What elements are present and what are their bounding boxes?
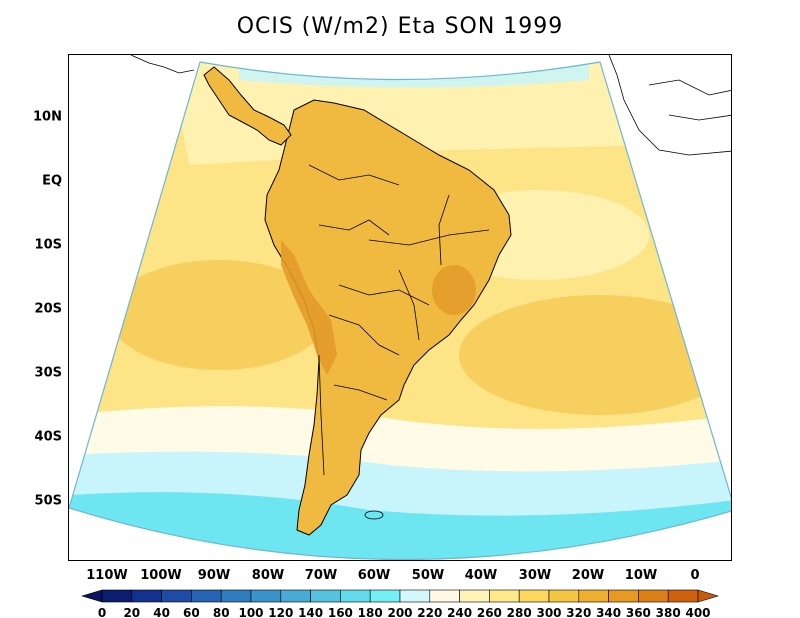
lon-label-40w: 40W bbox=[464, 568, 498, 583]
colorbar-swatch bbox=[548, 589, 580, 603]
colorbar-level-label: 40 bbox=[153, 606, 170, 618]
colorbar-level-label: 20 bbox=[123, 606, 140, 618]
colorbar-level-label: 120 bbox=[268, 606, 293, 618]
domain-border bbox=[69, 61, 731, 560]
colorbar-swatch bbox=[101, 589, 133, 603]
colorbar-swatch bbox=[131, 589, 162, 603]
brazil-highlands-dark-region bbox=[432, 265, 476, 315]
colorbar: 0 20 40 60 80 100 120 140 160 180 200 220 240 260 280 3… bbox=[80, 589, 720, 618]
colorbar-level-label: 220 bbox=[417, 606, 442, 618]
map-title: OCIS (W/m2) Eta SON 1999 bbox=[236, 14, 564, 39]
lat-label-10n: 10N bbox=[33, 109, 62, 125]
colorbar-right-arrow bbox=[697, 589, 720, 603]
lon-label-60w: 60W bbox=[357, 568, 391, 583]
lat-label-50s: 50S bbox=[34, 493, 62, 509]
colorbar-swatch bbox=[369, 589, 401, 603]
colorbar-level-label: 140 bbox=[298, 606, 323, 618]
colorbar-swatch bbox=[191, 589, 222, 603]
map-canvas bbox=[69, 55, 731, 560]
pacific-orange-patch bbox=[109, 260, 329, 370]
lon-label-10w: 10W bbox=[624, 568, 658, 583]
lon-label-70w: 70W bbox=[304, 568, 338, 583]
colorbar-swatch bbox=[399, 589, 431, 603]
colorbar-level-label: 260 bbox=[477, 606, 502, 618]
lon-label-30w: 30W bbox=[518, 568, 552, 583]
colorbar-level-label: 300 bbox=[536, 606, 561, 618]
colorbar-level-label: 60 bbox=[183, 606, 200, 618]
lat-label-40s: 40S bbox=[34, 429, 62, 445]
map-frame bbox=[68, 54, 732, 561]
colorbar-level-label: 240 bbox=[447, 606, 472, 618]
colorbar-swatch bbox=[667, 589, 699, 603]
lon-label-110w: 110W bbox=[86, 568, 128, 583]
colorbar-swatch bbox=[250, 589, 282, 603]
colorbar-swatch bbox=[340, 589, 371, 603]
lat-label-20s: 20S bbox=[34, 301, 62, 317]
colorbar-level-label: 340 bbox=[596, 606, 621, 618]
colorbar-level-label: 400 bbox=[685, 606, 710, 618]
colorbar-swatch bbox=[638, 589, 669, 603]
colorbar-swatch bbox=[280, 589, 311, 603]
colorbar-swatch bbox=[608, 589, 639, 603]
colorbar-swatch bbox=[518, 589, 550, 603]
africa-outline bbox=[608, 55, 731, 156]
colorbar-swatch bbox=[220, 589, 252, 603]
colorbar-level-label: 0 bbox=[98, 606, 106, 618]
lon-label-100w: 100W bbox=[140, 568, 182, 583]
colorbar-swatch bbox=[310, 589, 341, 603]
lon-label-20w: 20W bbox=[571, 568, 605, 583]
lon-label-0: 0 bbox=[690, 568, 700, 583]
atlantic-orange-patch bbox=[459, 295, 731, 415]
north-america-outline bbox=[130, 55, 195, 74]
andes-dark-region bbox=[281, 240, 337, 375]
lat-label-30s: 30S bbox=[34, 365, 62, 381]
lat-label-eq: EQ bbox=[42, 173, 62, 189]
falkland-islands bbox=[364, 510, 384, 520]
lon-label-80w: 80W bbox=[251, 568, 285, 583]
colorbar-level-label: 100 bbox=[238, 606, 263, 618]
colorbar-level-label: 280 bbox=[507, 606, 532, 618]
colorbar-level-label: 200 bbox=[387, 606, 412, 618]
central-america-land bbox=[203, 66, 292, 146]
colorbar-swatch bbox=[459, 589, 490, 603]
colorbar-swatch bbox=[489, 589, 520, 603]
colorbar-level-label: 180 bbox=[358, 606, 383, 618]
lon-label-90w: 90W bbox=[197, 568, 231, 583]
lat-label-10s: 10S bbox=[34, 237, 62, 253]
colorbar-level-label: 80 bbox=[213, 606, 230, 618]
colorbar-level-label: 320 bbox=[566, 606, 591, 618]
lon-label-50w: 50W bbox=[411, 568, 445, 583]
colorbar-level-label: 360 bbox=[626, 606, 651, 618]
colorbar-swatch bbox=[161, 589, 192, 603]
colorbar-level-label: 160 bbox=[328, 606, 353, 618]
colorbar-swatch bbox=[429, 589, 460, 603]
country-borders bbox=[308, 164, 490, 476]
colorbar-level-label: 380 bbox=[656, 606, 681, 618]
colorbar-swatch bbox=[578, 589, 609, 603]
colorbar-left-arrow bbox=[80, 589, 103, 603]
